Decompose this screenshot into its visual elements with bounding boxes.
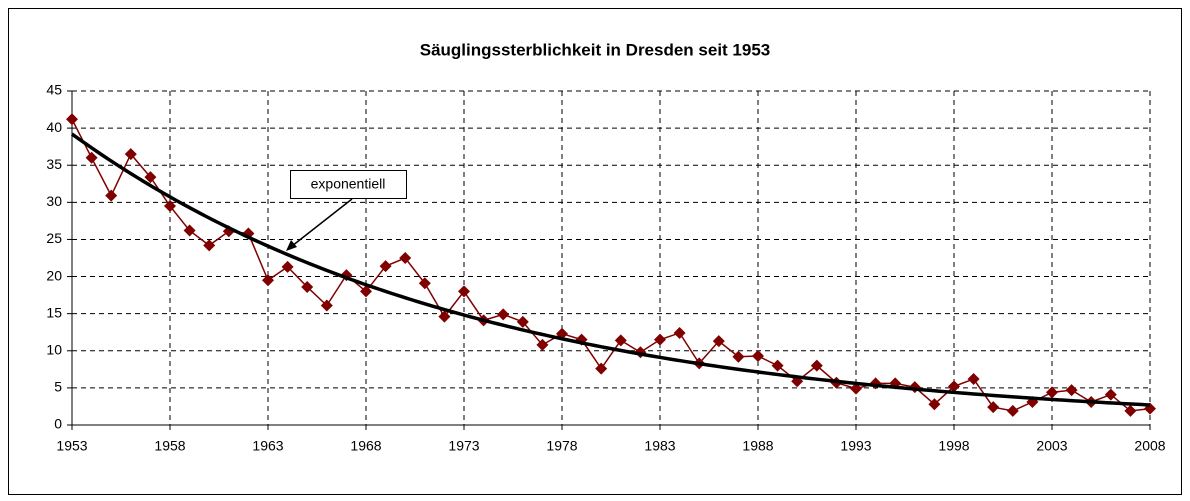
data-point [164,200,176,213]
data-point [144,171,157,184]
x-tick-label: 1978 [546,438,577,454]
x-tick-label: 1988 [742,438,773,454]
y-tick-label: 30 [46,193,62,209]
y-tick-label: 15 [46,304,62,320]
data-point [438,310,451,323]
data-point [673,326,686,339]
data-point [320,299,333,312]
data-point [105,189,118,202]
data-point [124,148,137,161]
y-tick-label: 25 [46,230,62,246]
x-tick-label: 1993 [840,438,871,454]
y-tick-label: 45 [46,82,62,98]
data-point [654,333,666,346]
data-point [497,308,510,321]
x-tick-label: 1968 [350,438,381,454]
y-tick-label: 40 [46,119,62,135]
data-point [732,350,745,363]
trend-line [70,132,1151,407]
arrow-head [286,240,297,251]
data-point [301,280,314,293]
data-point [183,224,196,237]
chart-title: Säuglingssterblichkeit in Dresden seit 1… [420,40,771,59]
data-point [928,398,941,411]
data-point [262,274,274,287]
annotation-arrow [291,198,353,247]
x-tick-label: 2003 [1036,438,1067,454]
data-point [399,252,412,264]
data-point [203,239,216,252]
y-tick-label: 0 [54,416,62,432]
y-tick-label: 35 [46,156,62,172]
data-point [536,338,549,351]
x-tick-label: 2008 [1134,438,1165,454]
data-point [595,362,608,375]
x-tick-label: 1958 [154,438,185,454]
data-point [66,113,78,126]
data-point [85,151,98,164]
plot-area [72,91,1150,425]
data-point [1124,404,1137,417]
x-tick-label: 1953 [56,438,87,454]
y-tick-label: 5 [54,379,62,395]
x-tick-label: 1998 [938,438,969,454]
y-tick-label: 10 [46,341,62,357]
data-point [1046,386,1058,399]
x-tick-label: 1973 [448,438,479,454]
data-point [379,260,392,273]
data-point [458,285,470,298]
data-point [1065,384,1078,397]
data-point [752,349,764,362]
x-tick-label: 1983 [644,438,675,454]
data-point [987,401,1000,414]
data-point [810,359,823,372]
y-tick-label: 20 [46,267,62,283]
data-point [614,334,627,347]
data-point [850,382,862,395]
data-point [516,315,529,328]
annotation-box [290,170,407,199]
data-point [712,335,725,348]
data-point [1006,404,1019,417]
data-point [418,277,431,290]
data-point [967,372,980,385]
data-point [360,285,372,298]
data-point [771,359,784,372]
data-point [948,380,960,393]
annotation: exponentiell [311,176,386,192]
data-point [281,260,294,273]
data-point [1104,388,1117,401]
x-tick-label: 1963 [252,438,283,454]
